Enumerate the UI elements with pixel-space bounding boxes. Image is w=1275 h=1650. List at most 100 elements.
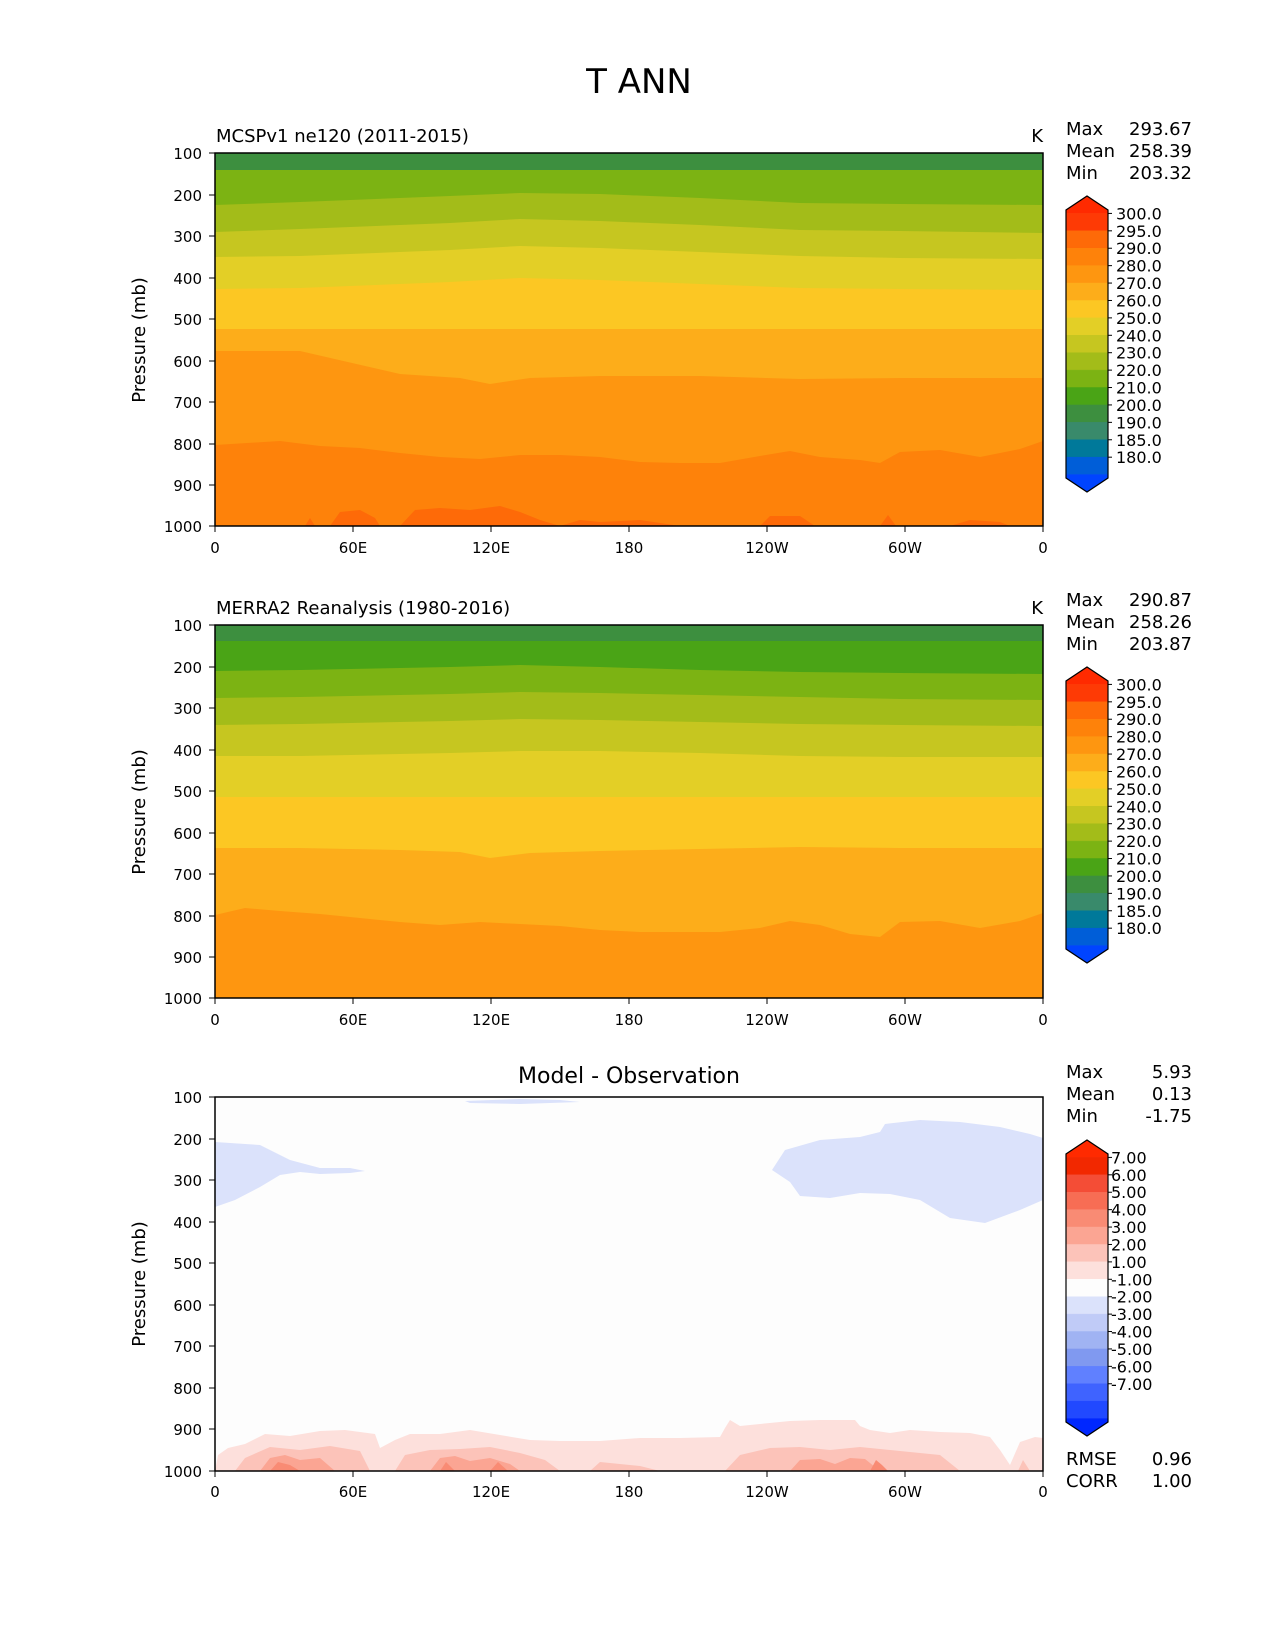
colorbar-band xyxy=(1065,736,1109,755)
y-tick-label: 800 xyxy=(173,436,202,454)
stat-value-max: 290.87 xyxy=(1129,590,1192,611)
colorbar-label: 270.0 xyxy=(1116,274,1162,293)
colorbar-label: 7.00 xyxy=(1111,1148,1147,1167)
colorbar-label: -5.00 xyxy=(1111,1340,1152,1359)
stats-block: Max 5.93 Mean 0.13 Min -1.75 xyxy=(1066,1062,1192,1127)
colorbar-band xyxy=(1065,247,1109,266)
colorbar-label: 290.0 xyxy=(1116,239,1162,258)
stat-label-mean: Mean xyxy=(1066,141,1115,162)
units-label: K xyxy=(1031,126,1044,147)
y-tick-label: 400 xyxy=(173,742,202,760)
colorbar: 300.0295.0290.0280.0270.0260.0250.0240.0… xyxy=(1065,195,1162,493)
colorbar-band xyxy=(1065,1279,1109,1297)
colorbar-band xyxy=(1065,788,1109,807)
y-tick-label: 1000 xyxy=(164,990,202,1008)
colorbar: 300.0295.0290.0280.0270.0260.0250.0240.0… xyxy=(1065,666,1162,964)
x-tick-label: 60W xyxy=(888,1011,922,1029)
colorbar-label: 280.0 xyxy=(1116,728,1162,747)
colorbar-band xyxy=(1065,317,1109,336)
band-minus1-minus2 xyxy=(215,1099,1043,1223)
colorbar-outline xyxy=(1065,666,1109,964)
colorbar-band xyxy=(1065,1244,1109,1263)
y-tick-label: 400 xyxy=(173,1214,202,1232)
colorbar-band xyxy=(1065,1157,1109,1176)
y-tick-label: 200 xyxy=(173,659,202,677)
y-tick-label: 500 xyxy=(173,783,202,801)
y-tick-label: 900 xyxy=(173,949,202,967)
figure-title: T ANN xyxy=(585,62,692,102)
x-tick-label: 60E xyxy=(339,1483,368,1501)
colorbar-label: 180.0 xyxy=(1116,919,1162,938)
x-axis: 0 60E 120E 180 120W 60W 0 xyxy=(210,526,1048,557)
y-axis-label: Pressure (mb) xyxy=(129,749,150,875)
stat-label-max: Max xyxy=(1066,119,1104,140)
x-tick-label: 120E xyxy=(472,1483,510,1501)
y-tick-label: 400 xyxy=(173,270,202,288)
colorbar-band xyxy=(1065,893,1109,912)
stat-value-min: 203.87 xyxy=(1129,634,1192,655)
x-tick-label: 0 xyxy=(210,1011,220,1029)
colorbar-label: -1.00 xyxy=(1111,1270,1152,1289)
colorbar-band xyxy=(1065,1209,1109,1228)
colorbar-band xyxy=(1065,282,1109,301)
colorbar-label: 290.0 xyxy=(1116,710,1162,729)
stat-label-min: Min xyxy=(1066,1106,1098,1127)
colorbar-band xyxy=(1065,684,1109,703)
x-tick-label: 180 xyxy=(615,539,644,557)
stat-value-min: -1.75 xyxy=(1145,1106,1192,1127)
x-tick-label: 120E xyxy=(472,539,510,557)
y-axis-label: Pressure (mb) xyxy=(129,277,150,403)
colorbar-band xyxy=(1065,945,1109,964)
stats-block: Max 293.67 Mean 258.39 Min 203.32 xyxy=(1066,119,1192,184)
colorbar-band xyxy=(1065,1139,1109,1158)
colorbar-label: 185.0 xyxy=(1116,431,1162,450)
colorbar-band xyxy=(1065,404,1109,423)
colorbar-label: 210.0 xyxy=(1116,850,1162,869)
y-tick-label: 800 xyxy=(173,1380,202,1398)
x-tick-label: 60E xyxy=(339,539,368,557)
colorbar-band xyxy=(1065,1226,1109,1245)
colorbar-label: 220.0 xyxy=(1116,832,1162,851)
band-3-4 xyxy=(260,1455,880,1471)
y-tick-label: 800 xyxy=(173,908,202,926)
y-tick-label: 600 xyxy=(173,353,202,371)
colorbar-label: 200.0 xyxy=(1116,867,1162,886)
metric-value-rmse: 0.96 xyxy=(1152,1449,1192,1470)
y-tick-label: 1000 xyxy=(164,518,202,536)
colorbar-band xyxy=(1065,1261,1109,1280)
stats-block: Max 290.87 Mean 258.26 Min 203.87 xyxy=(1066,590,1192,655)
stat-label-max: Max xyxy=(1066,590,1104,611)
y-axis: Pressure (mb) 100 200 300 400 500 600 70… xyxy=(129,617,215,1008)
colorbar-label: 280.0 xyxy=(1116,257,1162,276)
colorbar-band xyxy=(1065,422,1109,441)
colorbar-label: 200.0 xyxy=(1116,396,1162,415)
stat-label-max: Max xyxy=(1066,1062,1104,1083)
colorbar: 7.006.005.004.003.002.001.00-1.00-2.00-3… xyxy=(1065,1139,1152,1437)
units-label: K xyxy=(1031,598,1044,619)
colorbar-label: 300.0 xyxy=(1116,675,1162,694)
colorbar-band xyxy=(1065,840,1109,859)
stat-value-mean: 258.39 xyxy=(1129,141,1192,162)
x-tick-label: 120E xyxy=(472,1011,510,1029)
x-tick-label: 0 xyxy=(1038,1483,1048,1501)
colorbar-band xyxy=(1065,213,1109,232)
y-tick-label: 500 xyxy=(173,311,202,329)
colorbar-band xyxy=(1065,1296,1109,1315)
contour-field xyxy=(215,153,1043,526)
colorbar-label: 4.00 xyxy=(1111,1201,1147,1220)
colorbar-band xyxy=(1065,927,1109,946)
colorbar-label: 1.00 xyxy=(1111,1253,1147,1272)
metric-value-corr: 1.00 xyxy=(1152,1471,1192,1492)
colorbar-label: 295.0 xyxy=(1116,693,1162,712)
colorbar-band xyxy=(1065,1348,1109,1367)
colorbar-band xyxy=(1065,910,1109,929)
colorbar-band xyxy=(1065,666,1109,685)
x-tick-label: 180 xyxy=(615,1011,644,1029)
colorbar-band xyxy=(1065,753,1109,772)
colorbar-label: 210.0 xyxy=(1116,379,1162,398)
metrics-block: RMSE 0.96 CORR 1.00 xyxy=(1066,1449,1192,1492)
x-tick-label: 60E xyxy=(339,1011,368,1029)
colorbar-band xyxy=(1065,300,1109,319)
colorbar-label: 260.0 xyxy=(1116,291,1162,310)
